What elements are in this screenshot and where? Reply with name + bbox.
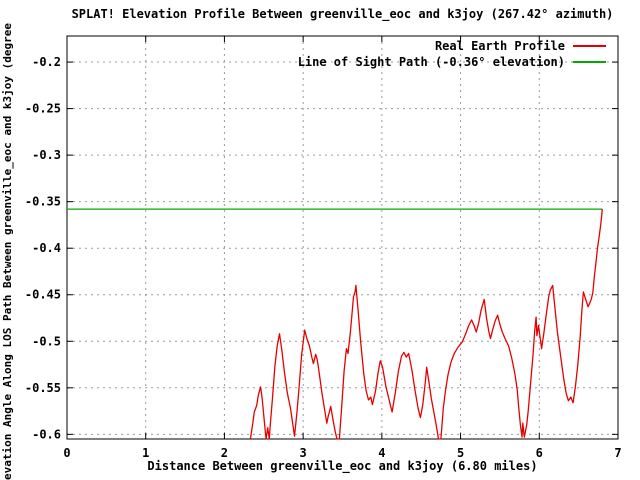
x-tick-label: 1 — [142, 446, 149, 460]
x-axis-label: Distance Between greenville_eoc and k3jo… — [147, 459, 538, 473]
legend-item-real-earth-profile: Real Earth Profile — [298, 39, 606, 53]
legend-label-real-earth-profile: Real Earth Profile — [434, 39, 565, 53]
x-tick-label: 5 — [457, 446, 464, 460]
y-tick-label: -0.3 — [32, 148, 61, 162]
x-tick-label: 4 — [378, 446, 385, 460]
chart-title: SPLAT! Elevation Profile Between greenvi… — [71, 7, 614, 21]
y-tick-label: -0.55 — [25, 381, 61, 395]
legend-item-line-of-sight: Line of Sight Path (-0.36° elevation) — [298, 55, 606, 69]
x-tick-label: 7 — [614, 446, 621, 460]
legend-line-sample-green — [573, 61, 606, 63]
y-tick-label: -0.4 — [32, 241, 61, 255]
legend-line-sample-red — [573, 45, 606, 47]
y-tick-label: -0.2 — [32, 55, 61, 69]
x-tick-label: 0 — [63, 446, 70, 460]
legend: Real Earth Profile Line of Sight Path (-… — [298, 39, 606, 69]
legend-label-line-of-sight: Line of Sight Path (-0.36° elevation) — [297, 55, 565, 69]
plot-frame — [66, 35, 619, 440]
y-tick-label: -0.6 — [32, 427, 61, 441]
x-tick-label: 3 — [300, 446, 307, 460]
series-line-0 — [249, 209, 603, 440]
x-tick-label: 6 — [536, 446, 543, 460]
y-tick-label: -0.5 — [32, 334, 61, 348]
y-tick-label: -0.25 — [25, 102, 61, 116]
y-tick-label: -0.45 — [25, 288, 61, 302]
x-tick-label: 2 — [221, 446, 228, 460]
y-tick-label: -0.35 — [25, 195, 61, 209]
y-axis-label: evation Angle Along LOS Path Between gre… — [1, 23, 14, 480]
